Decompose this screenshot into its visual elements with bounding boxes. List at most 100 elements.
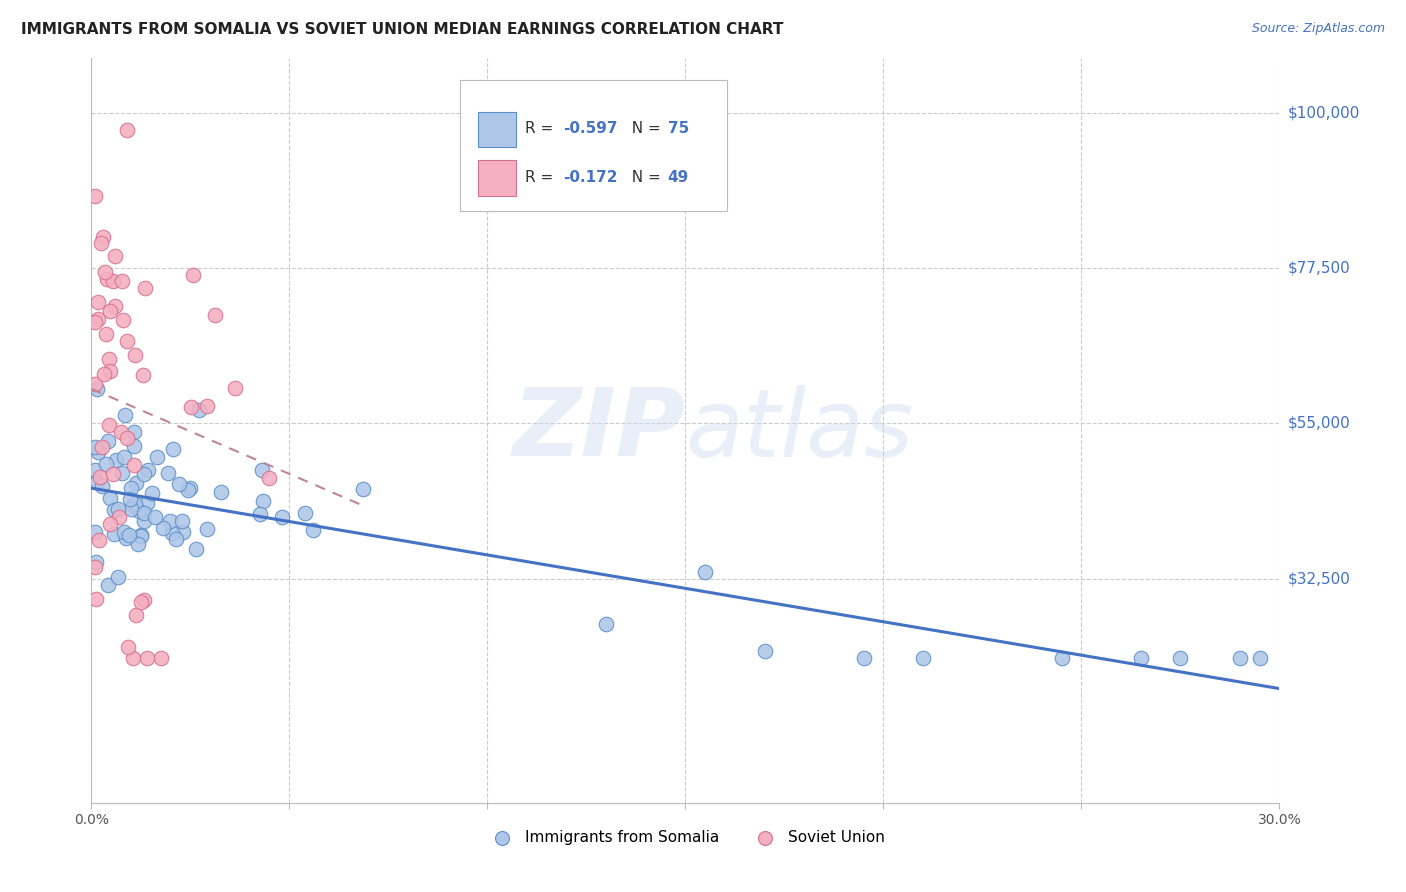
Point: [195, 399, 218, 413]
Point: [181, 268, 204, 282]
Point: [134, 467, 156, 482]
Point: [98, 417, 121, 432]
Point: [84, 376, 107, 391]
Point: [141, 485, 163, 500]
Point: [94, 264, 117, 278]
Point: [127, 537, 149, 551]
Point: [84, 592, 107, 607]
Point: [118, 491, 141, 506]
Point: [98, 304, 121, 318]
Text: 75: 75: [668, 121, 689, 136]
Text: IMMIGRANTS FROM SOMALIA VS SOVIET UNION MEDIAN EARNINGS CORRELATION CHART: IMMIGRANTS FROM SOMALIA VS SOVIET UNION …: [21, 22, 783, 37]
FancyBboxPatch shape: [460, 80, 727, 211]
Point: [97, 351, 120, 366]
Text: N =: N =: [623, 169, 666, 185]
Point: [84, 555, 107, 569]
Text: R =: R =: [524, 169, 562, 185]
Point: [84, 560, 107, 574]
Point: [115, 334, 138, 348]
Point: [224, 381, 246, 395]
Point: [96, 327, 118, 342]
Point: [179, 481, 201, 495]
Point: [177, 483, 200, 498]
Point: [107, 502, 129, 516]
Point: [89, 470, 111, 484]
Point: [122, 458, 145, 473]
Point: [86, 294, 108, 309]
Text: 49: 49: [668, 169, 689, 185]
Point: [98, 364, 121, 378]
Point: [271, 509, 294, 524]
Point: [124, 347, 146, 361]
Point: [107, 570, 129, 584]
FancyBboxPatch shape: [478, 160, 516, 195]
Point: [124, 497, 146, 511]
Point: [101, 274, 124, 288]
Point: [294, 507, 316, 521]
Point: [112, 450, 135, 465]
Point: [188, 402, 211, 417]
Point: [169, 477, 191, 491]
Point: [98, 491, 121, 505]
Point: [352, 482, 374, 496]
Point: [90, 440, 112, 454]
Point: [120, 481, 142, 495]
Point: [121, 498, 143, 512]
Text: Source: ZipAtlas.com: Source: ZipAtlas.com: [1251, 22, 1385, 36]
Text: ZIP: ZIP: [513, 384, 685, 476]
Point: [104, 452, 127, 467]
Point: [115, 432, 138, 446]
Point: [96, 271, 118, 285]
Point: [104, 249, 127, 263]
Point: [124, 425, 146, 439]
Point: [165, 532, 187, 546]
Text: N =: N =: [623, 121, 666, 136]
Point: [103, 503, 125, 517]
Point: [100, 516, 122, 531]
Point: [1229, 651, 1251, 665]
Text: $100,000: $100,000: [1288, 105, 1360, 120]
Point: [150, 651, 173, 665]
Text: R =: R =: [524, 121, 558, 136]
Point: [911, 651, 934, 665]
Text: atlas: atlas: [685, 384, 914, 476]
Point: [124, 440, 146, 454]
Point: [135, 651, 157, 665]
Point: [114, 408, 136, 422]
Point: [695, 565, 717, 579]
Point: [156, 466, 179, 480]
Point: [257, 471, 280, 485]
Point: [93, 367, 115, 381]
Point: [152, 520, 174, 534]
Text: -0.172: -0.172: [562, 169, 617, 185]
Point: [118, 528, 141, 542]
Point: [114, 531, 136, 545]
Point: [136, 463, 159, 477]
Point: [134, 592, 156, 607]
Point: [197, 523, 219, 537]
Point: [162, 442, 184, 457]
Legend: Immigrants from Somalia, Soviet Union: Immigrants from Somalia, Soviet Union: [481, 824, 890, 851]
Point: [125, 476, 148, 491]
Point: [172, 525, 194, 540]
Point: [89, 533, 111, 548]
Point: [132, 368, 155, 383]
Point: [108, 509, 131, 524]
Point: [209, 485, 232, 500]
Point: [84, 316, 107, 330]
Point: [252, 463, 274, 477]
Point: [124, 607, 146, 622]
Point: [111, 466, 134, 480]
Point: [184, 541, 207, 556]
Point: [86, 382, 108, 396]
Text: -0.597: -0.597: [562, 121, 617, 136]
Point: [94, 457, 117, 471]
Point: [595, 617, 617, 632]
Point: [134, 281, 156, 295]
Point: [87, 312, 110, 326]
Point: [84, 463, 107, 477]
Point: [129, 595, 152, 609]
FancyBboxPatch shape: [478, 112, 516, 147]
Point: [120, 502, 142, 516]
Point: [103, 467, 125, 481]
